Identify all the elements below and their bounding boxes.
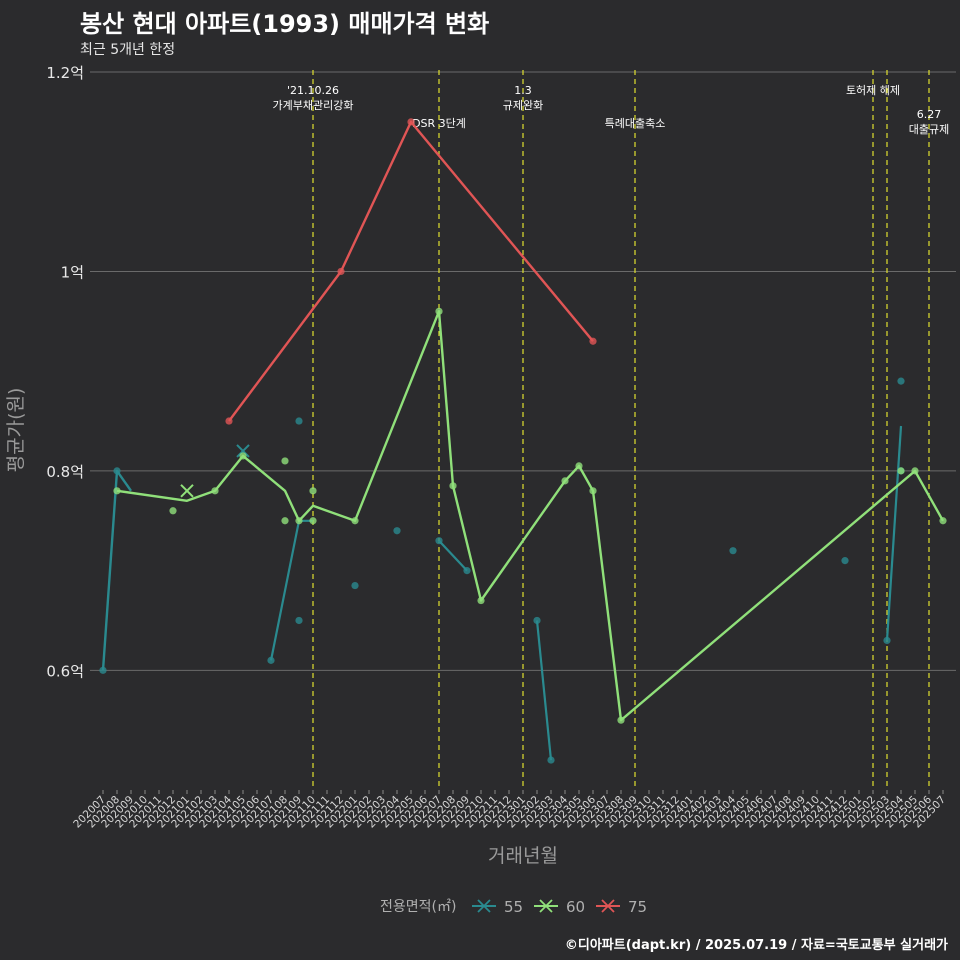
chart-subtitle: 최근 5개년 한정 bbox=[80, 42, 176, 58]
event-label: DSR 3단계 bbox=[412, 117, 466, 130]
data-point-60 bbox=[309, 487, 317, 495]
legend-label-60: 60 bbox=[566, 898, 585, 916]
data-point-55 bbox=[883, 636, 891, 645]
data-point-55 bbox=[99, 666, 107, 674]
series-segment-55 bbox=[269, 519, 313, 661]
data-point-55 bbox=[533, 616, 541, 625]
chart-title: 봉산 현대 아파트(1993) 매매가격 변화 bbox=[80, 10, 490, 38]
event-label: 1.3 bbox=[514, 84, 532, 97]
series-line-75 bbox=[228, 120, 594, 422]
legend-label-55: 55 bbox=[504, 898, 523, 916]
y-axis-title: 평균가(원) bbox=[5, 388, 27, 473]
series-line-55 bbox=[101, 469, 132, 671]
y-tick-label: 1.2억 bbox=[46, 64, 84, 82]
x-marker-55 bbox=[236, 444, 250, 458]
series-segment-55 bbox=[535, 620, 553, 761]
data-point-55 bbox=[729, 547, 737, 555]
event-label: 대출규제 bbox=[909, 123, 949, 136]
data-point-60 bbox=[169, 507, 177, 515]
series-line-60 bbox=[116, 310, 945, 722]
source-caption: ©디아파트(dapt.kr) / 2025.07.19 / 자료=국토교통부 실… bbox=[564, 938, 948, 953]
legend-label-75: 75 bbox=[628, 898, 647, 916]
legend-marker-75 bbox=[601, 899, 615, 913]
data-point-60 bbox=[897, 467, 905, 475]
event-label: '21.10.26 bbox=[287, 84, 339, 97]
event-label: 가계부채관리강화 bbox=[273, 99, 354, 112]
data-point-60 bbox=[309, 517, 317, 525]
event-label: 규제완화 bbox=[503, 99, 543, 112]
y-tick-label: 0.6억 bbox=[46, 662, 84, 680]
x-marker-60 bbox=[180, 484, 194, 498]
series-segment-55 bbox=[885, 425, 903, 641]
data-point-55 bbox=[295, 417, 303, 425]
event-label: 6.27 bbox=[917, 108, 942, 121]
series-segment-55 bbox=[438, 539, 468, 572]
data-point-60 bbox=[281, 517, 289, 525]
data-point-55 bbox=[841, 557, 849, 565]
y-tick-label: 1억 bbox=[61, 263, 84, 281]
event-label: 특례대출축소 bbox=[605, 117, 666, 130]
event-label: 토허제 해제 bbox=[846, 83, 900, 97]
data-point-55 bbox=[295, 616, 303, 625]
data-point-55 bbox=[393, 527, 401, 535]
data-point-55 bbox=[897, 377, 905, 385]
legend-marker-55 bbox=[477, 899, 491, 913]
data-point-55 bbox=[351, 581, 359, 590]
legend-marker-60 bbox=[539, 899, 553, 913]
x-axis-title: 거래년월 bbox=[488, 845, 558, 867]
data-point-60 bbox=[281, 457, 289, 465]
legend-title: 전용면적(㎡) bbox=[380, 899, 456, 915]
y-tick-label: 0.8억 bbox=[46, 463, 84, 481]
